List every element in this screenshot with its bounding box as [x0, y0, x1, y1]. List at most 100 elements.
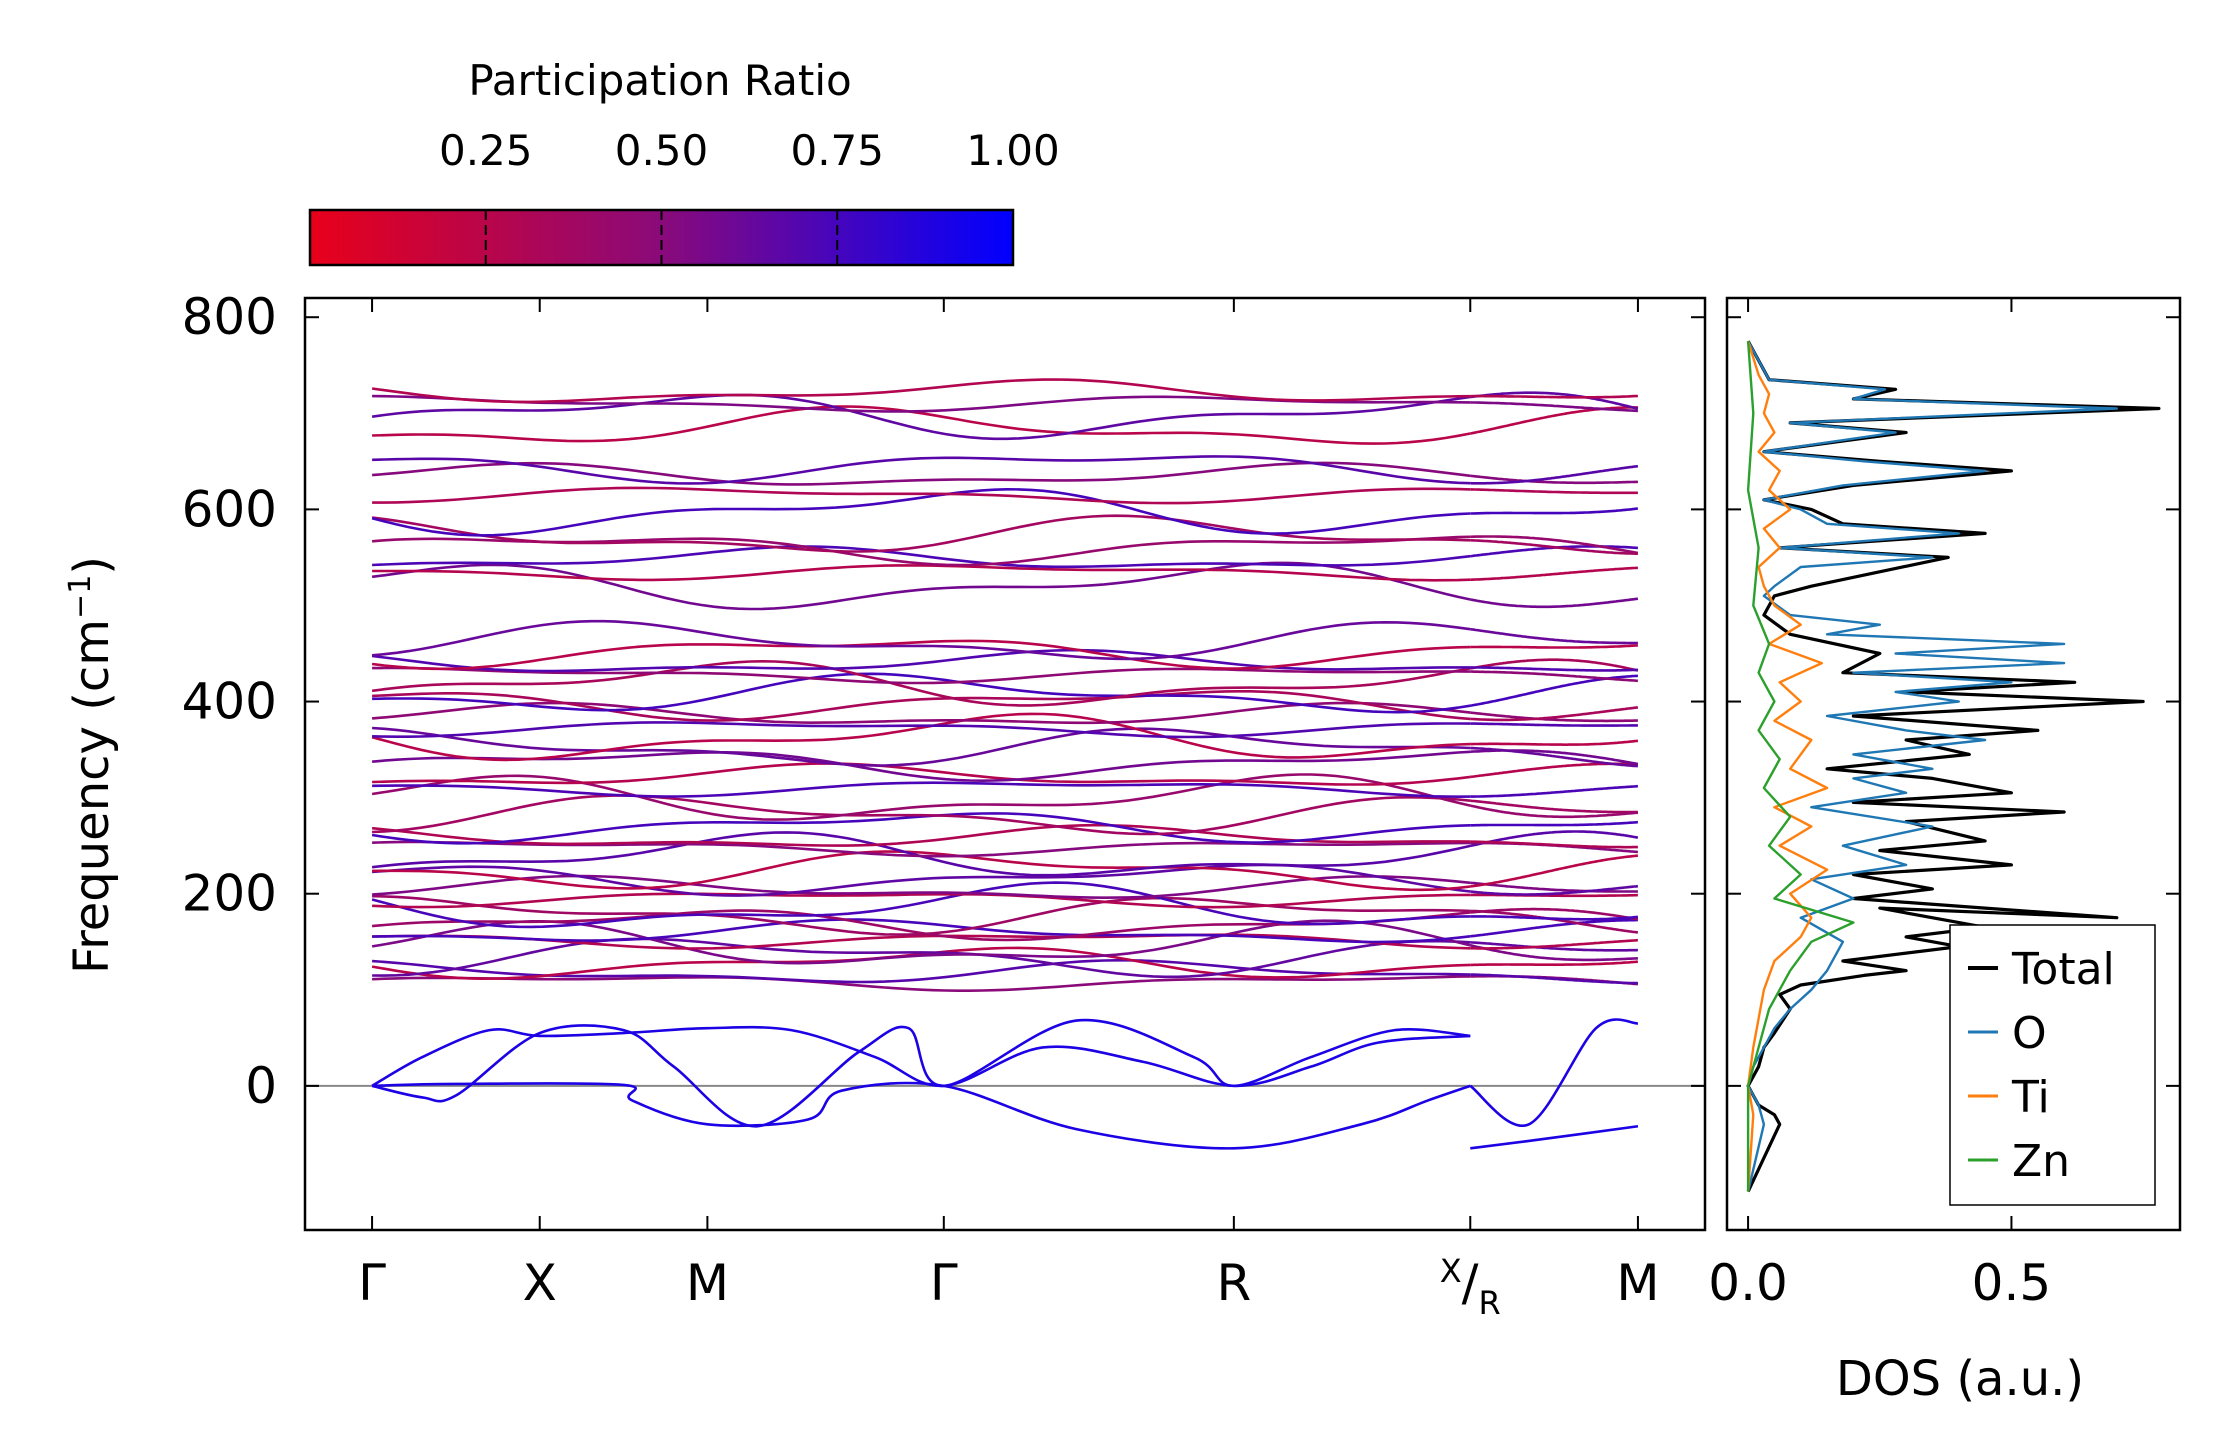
band-line	[372, 672, 1471, 714]
band-line	[372, 762, 1471, 786]
band-line	[1470, 881, 1638, 893]
band-line	[1470, 784, 1638, 798]
band-line	[372, 455, 1471, 485]
band-line	[1470, 394, 1638, 399]
band-line	[371, 561, 1471, 611]
band-line	[1470, 406, 1638, 435]
band-line	[1470, 464, 1639, 485]
band-line	[371, 393, 1471, 441]
band-line	[371, 881, 1471, 929]
band-line	[372, 850, 1471, 892]
band-line	[1470, 401, 1638, 413]
band-line	[1470, 488, 1638, 495]
band-line	[372, 794, 1471, 836]
x-tick-label: R	[1216, 1254, 1251, 1312]
band-line	[1470, 670, 1638, 683]
dos-x-tick-label: 0.5	[1972, 1254, 2052, 1312]
band-line	[1470, 938, 1638, 950]
band-line	[371, 648, 1471, 673]
band-line	[1470, 799, 1638, 814]
y-axis-label-sup: −1	[63, 575, 98, 619]
band-line	[372, 781, 1471, 799]
y-tick-label: 400	[182, 673, 277, 731]
x-tick-label-sub: R	[1479, 1284, 1501, 1322]
legend-label-ti: Ti	[2011, 1072, 2050, 1123]
band-line	[372, 545, 1471, 569]
band-line	[1470, 739, 1639, 746]
band-line	[371, 461, 1471, 486]
dos-x-axis-label: DOS (a.u.)	[1836, 1351, 2084, 1407]
band-line	[371, 378, 1471, 404]
band-line	[372, 726, 1471, 767]
band-line	[1470, 706, 1639, 722]
band-line	[1470, 907, 1639, 921]
band-line	[1470, 915, 1639, 921]
dos-series-zn	[1746, 341, 1855, 1192]
band-line	[1470, 711, 1638, 723]
band-line	[372, 564, 1471, 582]
band-line	[372, 486, 1471, 505]
band-line	[371, 812, 1471, 845]
y-axis-label-end: )	[64, 556, 120, 575]
legend-label-zn: Zn	[2012, 1136, 2070, 1187]
colorbar-tick-label: 0.75	[790, 126, 884, 175]
y-axis-label: Frequency (cm−1)	[63, 556, 120, 974]
band-line	[1470, 893, 1638, 898]
y-tick-label: 200	[182, 865, 277, 923]
band-line	[372, 721, 1471, 739]
acoustic-1	[371, 1025, 1471, 1088]
band-line	[371, 639, 1471, 671]
legend: Total O Ti Zn	[1949, 924, 2156, 1206]
band-line	[372, 937, 1471, 979]
band-line	[1470, 830, 1639, 848]
band-line	[372, 933, 1471, 950]
band-line	[371, 712, 1471, 762]
acoustic-4	[1470, 1124, 1639, 1150]
band-line	[371, 750, 1471, 783]
y-tick-label: 600	[182, 480, 277, 538]
x-tick-label: X/R	[1440, 1252, 1501, 1322]
band-line	[371, 946, 1471, 981]
band-line	[372, 918, 1471, 944]
band-line	[371, 701, 1471, 725]
band-line	[371, 514, 1471, 553]
band-line	[1470, 597, 1639, 609]
band-line	[1470, 973, 1638, 985]
x-tick-label: M	[686, 1254, 729, 1312]
colorbar: Participation Ratio 0.25 0.50 0.75 1.00	[308, 56, 1060, 267]
band-line	[1470, 644, 1638, 649]
band-line	[372, 405, 1471, 445]
acoustic-2	[371, 1018, 1471, 1128]
dos-series-o	[1746, 340, 2118, 1192]
band-line	[1470, 507, 1639, 515]
band-line	[1470, 535, 1639, 555]
acoustic-3	[372, 1081, 1471, 1150]
dos-series-total	[1746, 340, 2161, 1193]
colorbar-tick-label: 0.25	[439, 126, 533, 175]
band-line	[1470, 391, 1639, 411]
band-line	[372, 975, 1471, 992]
y-tick-label: 0	[245, 1057, 277, 1115]
band-line	[371, 619, 1471, 661]
band-line	[1470, 722, 1638, 727]
band-line	[1470, 820, 1638, 827]
legend-box	[1949, 924, 2156, 1206]
x-tick-label-sup: X	[1440, 1252, 1462, 1290]
acoustic-5	[1469, 1018, 1639, 1128]
band-line	[1470, 944, 1638, 962]
band-line	[371, 487, 1471, 537]
band-line	[1470, 804, 1638, 819]
dos-panel: 0.0 0.5 DOS (a.u.) Total O Ti Zn	[1708, 296, 2182, 1407]
band-line	[1470, 918, 1638, 938]
band-line	[1470, 960, 1638, 967]
legend-label-total: Total	[2011, 944, 2115, 995]
band-line	[1470, 566, 1638, 581]
legend-label-o: O	[2012, 1008, 2047, 1059]
x-tick-label: M	[1616, 1254, 1659, 1312]
band-line	[1470, 854, 1639, 888]
x-tick-label: X	[523, 1254, 557, 1312]
band-line	[372, 874, 1471, 900]
band-line	[1470, 941, 1638, 952]
band-line	[372, 690, 1471, 722]
